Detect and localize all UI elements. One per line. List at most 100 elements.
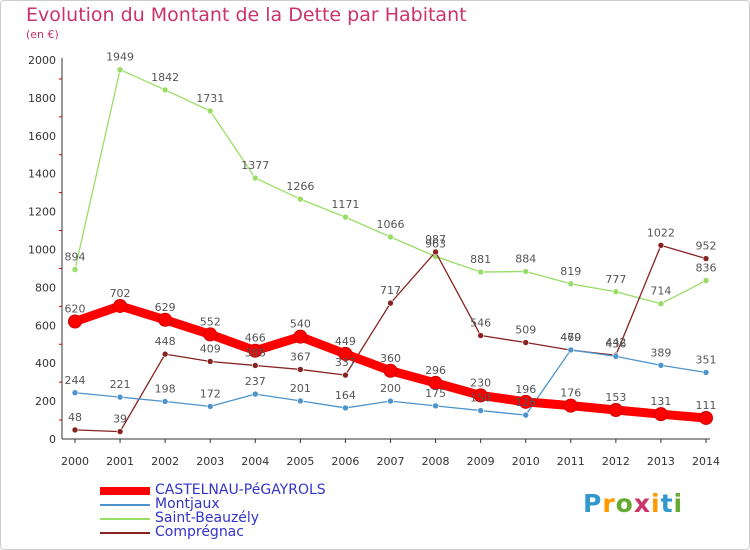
series-2-data-label: 1377: [241, 159, 269, 172]
x-tick-label: 2002: [151, 455, 179, 468]
series-1-data-label: 244: [65, 374, 86, 387]
series-3-point: [297, 366, 304, 373]
x-tick-label: 2008: [422, 455, 450, 468]
series-3-point: [522, 339, 530, 346]
x-tick-label: 2012: [602, 455, 630, 468]
logo-letter: i: [673, 489, 684, 518]
series-1-data-label: 200: [380, 382, 401, 395]
logo-letter: t: [660, 489, 674, 518]
series-2-line: [74, 69, 707, 305]
series-1-point: [387, 397, 394, 405]
series-2-data-label: 963: [425, 238, 446, 251]
series-1-data-label: 175: [425, 387, 446, 400]
series-3-data-label: 717: [380, 284, 401, 297]
series-2-data-label: 894: [65, 251, 86, 264]
series-2-point: [116, 66, 124, 73]
series-1-data-label: 351: [696, 353, 717, 366]
logo-letter: r: [602, 489, 616, 518]
series-0-data-label: 296: [425, 364, 446, 377]
series-3-data-label: 442: [605, 336, 626, 349]
series-0-data-label: 540: [290, 318, 311, 331]
series-0-point: [383, 363, 398, 378]
y-tick-label: 1200: [28, 206, 56, 219]
series-1-point: [432, 402, 439, 410]
series-1-point: [522, 411, 530, 419]
series-3-point: [161, 350, 169, 358]
legend-swatch-montjaux: [100, 504, 150, 506]
x-tick-label: 2005: [286, 455, 314, 468]
data-labels: 620 702 629 552 466 540 449 360 296 230 196 176 153 1…: [65, 51, 717, 426]
series-1-point: [71, 389, 79, 397]
series-0-data-label: 702: [110, 287, 131, 300]
series-3-data-label: 409: [200, 342, 221, 355]
series-3-data-label: 1022: [647, 226, 675, 239]
series-2-point: [206, 107, 214, 115]
series-0-data-label: 196: [515, 383, 536, 396]
series-0-point: [518, 394, 533, 409]
x-tick-label: 2009: [467, 455, 495, 468]
series-3-point: [71, 426, 79, 434]
x-tick-label: 2010: [512, 455, 540, 468]
series-0-data-label: 629: [155, 301, 176, 314]
series-1-data-label: 172: [200, 387, 221, 400]
logo-letter: x: [633, 489, 651, 518]
series-3-data-label: 39: [113, 413, 127, 426]
series-3-data-label: 48: [68, 411, 82, 424]
proxiti-logo: Proxiti: [583, 489, 683, 518]
legend-swatch-castelnau: [100, 487, 150, 495]
y-tick-label: 1400: [28, 168, 56, 181]
series-0-data-label: 552: [200, 315, 221, 328]
x-tick-label: 2014: [692, 455, 720, 468]
legend-label-saint-beauzely: Saint-Beauzély: [155, 510, 260, 526]
series-1-point: [477, 407, 484, 414]
legend-item-saint-beauzely: Saint-Beauzély: [100, 510, 400, 526]
legend-label-castelnau: CASTELNAU-PéGAYROLS: [155, 482, 326, 498]
series-1-point: [161, 398, 169, 405]
series-0-data-label: 131: [650, 395, 671, 408]
series-1-point: [297, 397, 304, 405]
series-1-point: [116, 393, 124, 401]
series-1-point: [206, 403, 214, 410]
series-2-point: [297, 195, 304, 203]
legend-swatch-saint-beauzely: [100, 518, 150, 520]
series-1-point: [251, 390, 259, 398]
series-0-data-label: 176: [560, 387, 581, 400]
legend-item-montjaux: Montjaux: [100, 496, 400, 512]
y-tick-label: 0: [49, 433, 56, 446]
series-2-data-label: 884: [515, 252, 536, 265]
series-0-point: [203, 327, 218, 342]
y-tick-label: 1000: [28, 244, 56, 257]
series-0-point: [563, 398, 578, 413]
series-0-point: [113, 298, 128, 313]
x-tick-label: 2004: [241, 455, 269, 468]
series-3-point: [387, 299, 394, 307]
series-lines: [68, 66, 713, 435]
series-2-data-label: 819: [560, 265, 581, 278]
series-0-point: [248, 343, 263, 358]
legend-item-compregnac: Comprégnac: [100, 524, 400, 540]
series-3-data-label: 448: [155, 335, 176, 348]
series-1-data-label: 237: [245, 375, 266, 388]
series-3-point: [702, 255, 710, 262]
series-3-point: [251, 362, 259, 369]
series-1-point: [702, 369, 710, 376]
legend-item-castelnau: CASTELNAU-PéGAYROLS: [100, 482, 400, 498]
series-0-data-label: 153: [605, 391, 626, 404]
legend: CASTELNAU-PéGAYROLS Montjaux Saint-Beauz…: [100, 482, 400, 540]
x-tick-label: 2011: [557, 455, 585, 468]
series-2-point: [522, 268, 530, 275]
y-tick-label: 2000: [28, 54, 56, 67]
series-2-data-label: 836: [696, 262, 717, 275]
series-2-point: [342, 213, 349, 221]
series-0-point: [293, 329, 308, 344]
series-0-data-label: 111: [696, 399, 717, 412]
series-3-data-label: 987: [425, 233, 446, 246]
series-3-data-label: 337: [335, 356, 356, 369]
series-2-data-label: 1842: [151, 71, 179, 84]
series-0-point: [653, 407, 668, 422]
chart-title: Evolution du Montant de la Dette par Hab…: [26, 4, 467, 26]
series-0-point: [699, 410, 713, 425]
series-0-point: [68, 314, 82, 329]
series-2-data-label: 1171: [331, 198, 359, 211]
